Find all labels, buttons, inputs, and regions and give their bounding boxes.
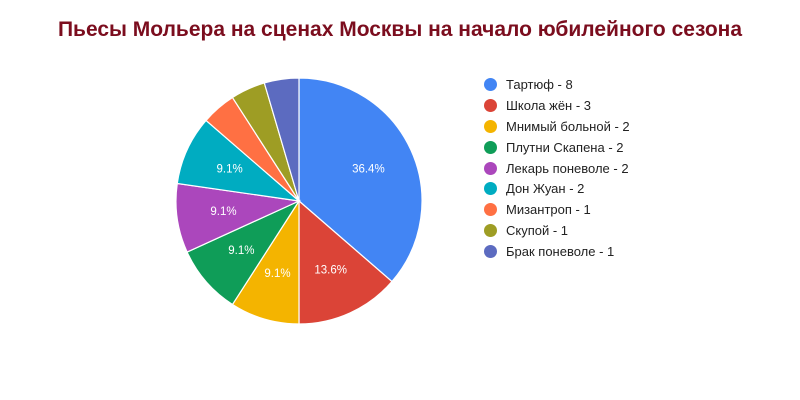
legend-label: Мизантроп - 1 xyxy=(506,202,591,218)
legend-item[interactable]: Школа жён - 3 xyxy=(484,95,630,116)
legend-swatch-icon xyxy=(484,245,497,259)
legend-item[interactable]: Мизантроп - 1 xyxy=(484,199,630,220)
legend-item[interactable]: Брак поневоле - 1 xyxy=(484,241,630,262)
slice-percent-label: 36.4% xyxy=(352,163,385,175)
pie-slice-9[interactable] xyxy=(263,77,300,202)
legend-swatch-icon xyxy=(484,224,497,238)
legend-item[interactable]: Мнимый больной - 2 xyxy=(484,116,630,137)
legend-swatch-icon xyxy=(484,119,497,133)
legend-item[interactable]: Плутни Скапена - 2 xyxy=(484,137,630,158)
slice-percent-label: 9.1% xyxy=(217,163,243,175)
legend-label: Дон Жуан - 2 xyxy=(506,181,585,197)
slice-percent-label: 13.6% xyxy=(314,264,347,276)
legend-label: Плутни Скапена - 2 xyxy=(506,139,624,155)
legend-label: Брак поневоле - 1 xyxy=(506,244,615,260)
legend-swatch-icon xyxy=(484,140,497,154)
legend-swatch-icon xyxy=(484,203,497,217)
chart-title: Пьесы Мольера на сценах Москвы на начало… xyxy=(57,18,743,41)
slice-percent-label: 9.1% xyxy=(264,268,290,280)
legend-item[interactable]: Скупой - 1 xyxy=(484,220,630,241)
legend-item[interactable]: Дон Жуан - 2 xyxy=(484,178,630,199)
legend-label: Школа жён - 3 xyxy=(506,97,592,113)
legend-swatch-icon xyxy=(484,182,497,196)
legend: Тартюф - 8 Школа жён - 3 Мнимый больной - … xyxy=(484,74,630,262)
slice-percent-label: 9.1% xyxy=(228,245,254,257)
legend-label: Лекарь поневоле - 2 xyxy=(506,160,629,176)
slice-percent-label: 9.1% xyxy=(210,206,236,218)
legend-item[interactable]: Тартюф - 8 xyxy=(484,74,630,95)
legend-label: Тартюф - 8 xyxy=(506,76,573,92)
legend-swatch-icon xyxy=(484,98,497,112)
legend-label: Мнимый больной - 2 xyxy=(506,118,630,134)
legend-swatch-icon xyxy=(484,161,497,175)
pie-slice-2[interactable] xyxy=(298,199,393,325)
pie-slice-1[interactable] xyxy=(298,77,423,283)
legend-label: Скупой - 1 xyxy=(506,223,569,239)
legend-swatch-icon xyxy=(484,77,497,91)
legend-item[interactable]: Лекарь поневоле - 2 xyxy=(484,158,630,179)
